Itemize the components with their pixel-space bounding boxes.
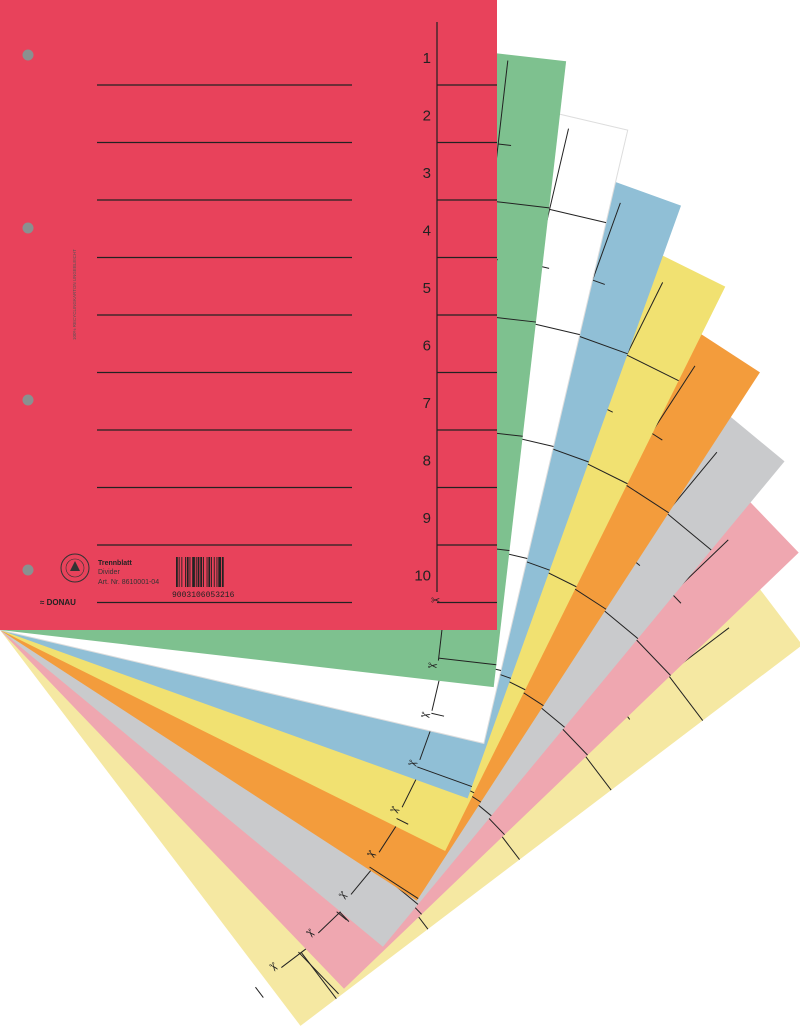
tab-line	[630, 633, 671, 676]
barcode-bar	[195, 557, 197, 587]
tab-line	[298, 951, 339, 995]
barcode-bar	[211, 557, 212, 587]
barcode-bar	[181, 557, 183, 587]
tab-line	[369, 866, 419, 900]
barcode-bar	[208, 557, 211, 587]
tree-icon	[70, 561, 80, 571]
barcode-bar	[178, 557, 180, 587]
tab-line	[438, 657, 497, 666]
tab-number: 7	[423, 395, 431, 412]
barcode-bar	[206, 557, 208, 587]
barcode-bar	[192, 557, 195, 587]
barcode-bar	[200, 557, 203, 587]
barcode-bar	[176, 557, 178, 587]
tab-tick	[651, 432, 663, 441]
tab-number: 10	[414, 568, 431, 585]
tab-number: 6	[423, 338, 431, 355]
tab-tick	[592, 279, 605, 285]
barcode-bar	[213, 557, 215, 587]
tab-number: 4	[423, 223, 431, 240]
barcode-bar	[221, 557, 224, 587]
tab-line	[549, 208, 607, 224]
scissors-icon: ✂	[427, 658, 439, 673]
tab-line	[417, 766, 473, 788]
barcode-bar	[216, 557, 218, 587]
tab-tick	[255, 986, 264, 998]
tab-line	[667, 674, 704, 721]
tab-tick	[336, 911, 347, 921]
tab-number: 9	[423, 510, 431, 527]
scissors-icon: ✂	[419, 708, 432, 724]
tab-line	[300, 952, 337, 999]
recycling-note: 100% RECYCLINGKARTON UNGEBLEICHT	[72, 249, 77, 340]
tab-line	[491, 200, 550, 209]
article-number: Art. Nr. 8610001-04	[98, 579, 159, 586]
punch-hole	[22, 49, 34, 61]
divider-sheet: 1 2 3 4 5 6 7 8 9 10✂ 100% RECYCLINGKARTON UNGEBLE…	[0, 0, 497, 630]
tab-number: 8	[423, 453, 431, 470]
punch-hole	[22, 222, 34, 234]
tab-number: 3	[423, 165, 431, 182]
brand-logo: ≈ DONAU	[40, 598, 76, 607]
tab-number: 2	[423, 108, 431, 125]
eco-seal	[60, 553, 90, 583]
tab-line	[572, 333, 628, 355]
tab-tick	[431, 712, 445, 717]
barcode-bar	[185, 557, 186, 587]
punch-hole	[22, 564, 34, 576]
tab-tick	[339, 911, 350, 922]
barcode-bar	[186, 557, 189, 587]
tab-tick	[396, 818, 409, 825]
tab-tick	[498, 143, 512, 147]
product-title: Trennblatt	[98, 560, 133, 567]
tab-number: 5	[423, 280, 431, 297]
barcode-bar	[218, 557, 221, 587]
tab-line	[666, 512, 712, 551]
punch-hole	[22, 394, 34, 406]
barcode	[176, 557, 224, 587]
barcode-bar	[197, 557, 200, 587]
barcode-bar	[189, 557, 191, 587]
tab-line	[619, 480, 669, 514]
barcode-number: 9003106053216	[172, 591, 235, 600]
tab-number: 1	[423, 50, 431, 67]
barcode-bar	[203, 557, 204, 587]
eco-seal-inner	[65, 558, 85, 578]
product-subtitle: Divider	[98, 569, 120, 576]
scissors-icon: ✂	[431, 595, 440, 607]
tab-line	[626, 354, 679, 382]
scissors-icon: ✂	[406, 756, 420, 773]
